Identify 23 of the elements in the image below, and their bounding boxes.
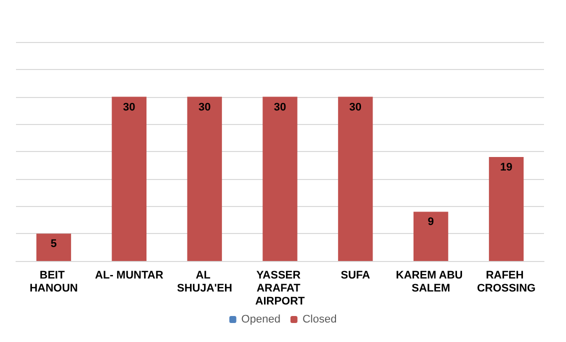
bar [112,96,146,261]
x-tick-label: SUFA [340,270,370,282]
x-tick-label: KAREM ABU SALEM [396,270,466,294]
data-label: 19 [500,161,512,174]
data-label: 30 [349,101,362,114]
x-tick-label: AL SHUJA'EH [176,270,232,294]
data-label: 9 [428,216,434,228]
x-tick-label: BEIT HANOUN [30,270,78,294]
bar [262,96,298,261]
legend-label: Opened [241,314,280,326]
bar [414,212,448,261]
bar [488,156,524,261]
data-label: 5 [50,238,57,250]
x-tick-label: RAFEH CROSSING [476,270,536,294]
x-tick-label: AL- MUNTAR [95,270,164,282]
legend-label: Closed [302,314,337,326]
data-label: 30 [123,101,136,114]
bar [36,234,72,261]
data-label: 30 [274,101,286,114]
bar [338,96,373,261]
data-label: 30 [198,101,211,114]
bar [187,96,222,261]
x-tick-label: YASSER ARAFAT AIRPORT [255,270,306,308]
